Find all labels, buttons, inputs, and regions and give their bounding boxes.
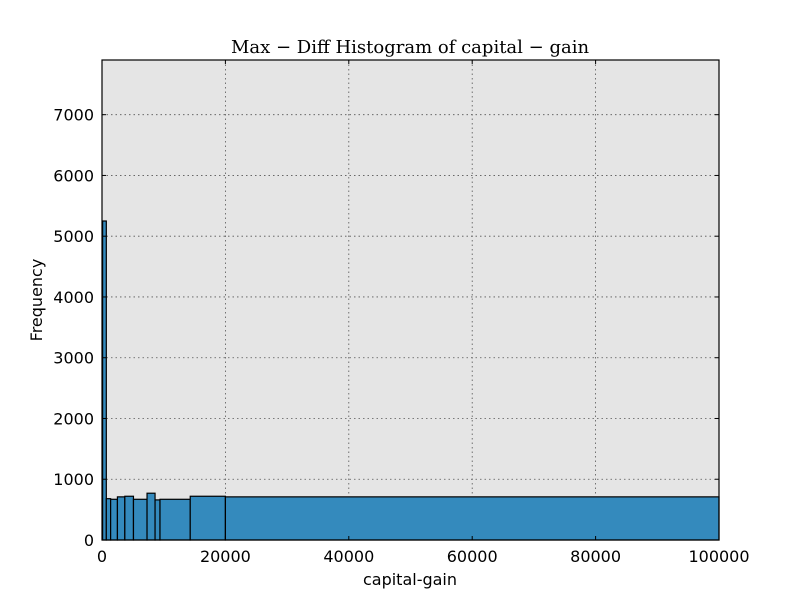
histogram-bar: [189, 495, 227, 541]
histogram-bar: [116, 496, 126, 541]
x-tick-label: 100000: [688, 547, 749, 566]
histogram-bar: [154, 499, 161, 541]
plot-area: [102, 60, 719, 540]
plot-frame: [101, 59, 720, 541]
x-tick-label: 20000: [200, 547, 251, 566]
chart-title: Max − Diff Histogram of capital − gain: [231, 37, 590, 58]
x-tick-label: 40000: [323, 547, 374, 566]
y-tick-label: 4000: [53, 288, 94, 307]
x-tick-label: 0: [97, 547, 107, 566]
histogram-bars: [102, 220, 720, 541]
histogram-bar: [105, 498, 112, 541]
axis-ticks: [101, 60, 720, 541]
histogram-bar: [224, 496, 720, 541]
y-tick-label: 7000: [53, 106, 94, 125]
y-axis-label: Frequency: [27, 259, 46, 342]
y-tick-label: 0: [84, 531, 94, 550]
histogram-bar: [110, 498, 119, 541]
x-tick-labels: 0 20000 40000 60000 80000 100000: [97, 547, 750, 566]
y-tick-label: 5000: [53, 227, 94, 246]
histogram-bar: [159, 498, 191, 541]
y-tick-label: 2000: [53, 409, 94, 428]
histogram-bar: [124, 495, 135, 541]
x-tick-label: 60000: [447, 547, 498, 566]
y-tick-label: 6000: [53, 166, 94, 185]
y-tick-labels: 0 1000 2000 3000 4000 5000 6000 7000: [53, 106, 94, 550]
histogram-bar: [132, 498, 148, 541]
histogram-bar: [102, 220, 107, 541]
y-tick-label: 1000: [53, 470, 94, 489]
x-axis-label: capital-gain: [363, 570, 457, 589]
y-tick-label: 3000: [53, 349, 94, 368]
x-tick-label: 80000: [570, 547, 621, 566]
histogram-bar: [146, 492, 156, 541]
